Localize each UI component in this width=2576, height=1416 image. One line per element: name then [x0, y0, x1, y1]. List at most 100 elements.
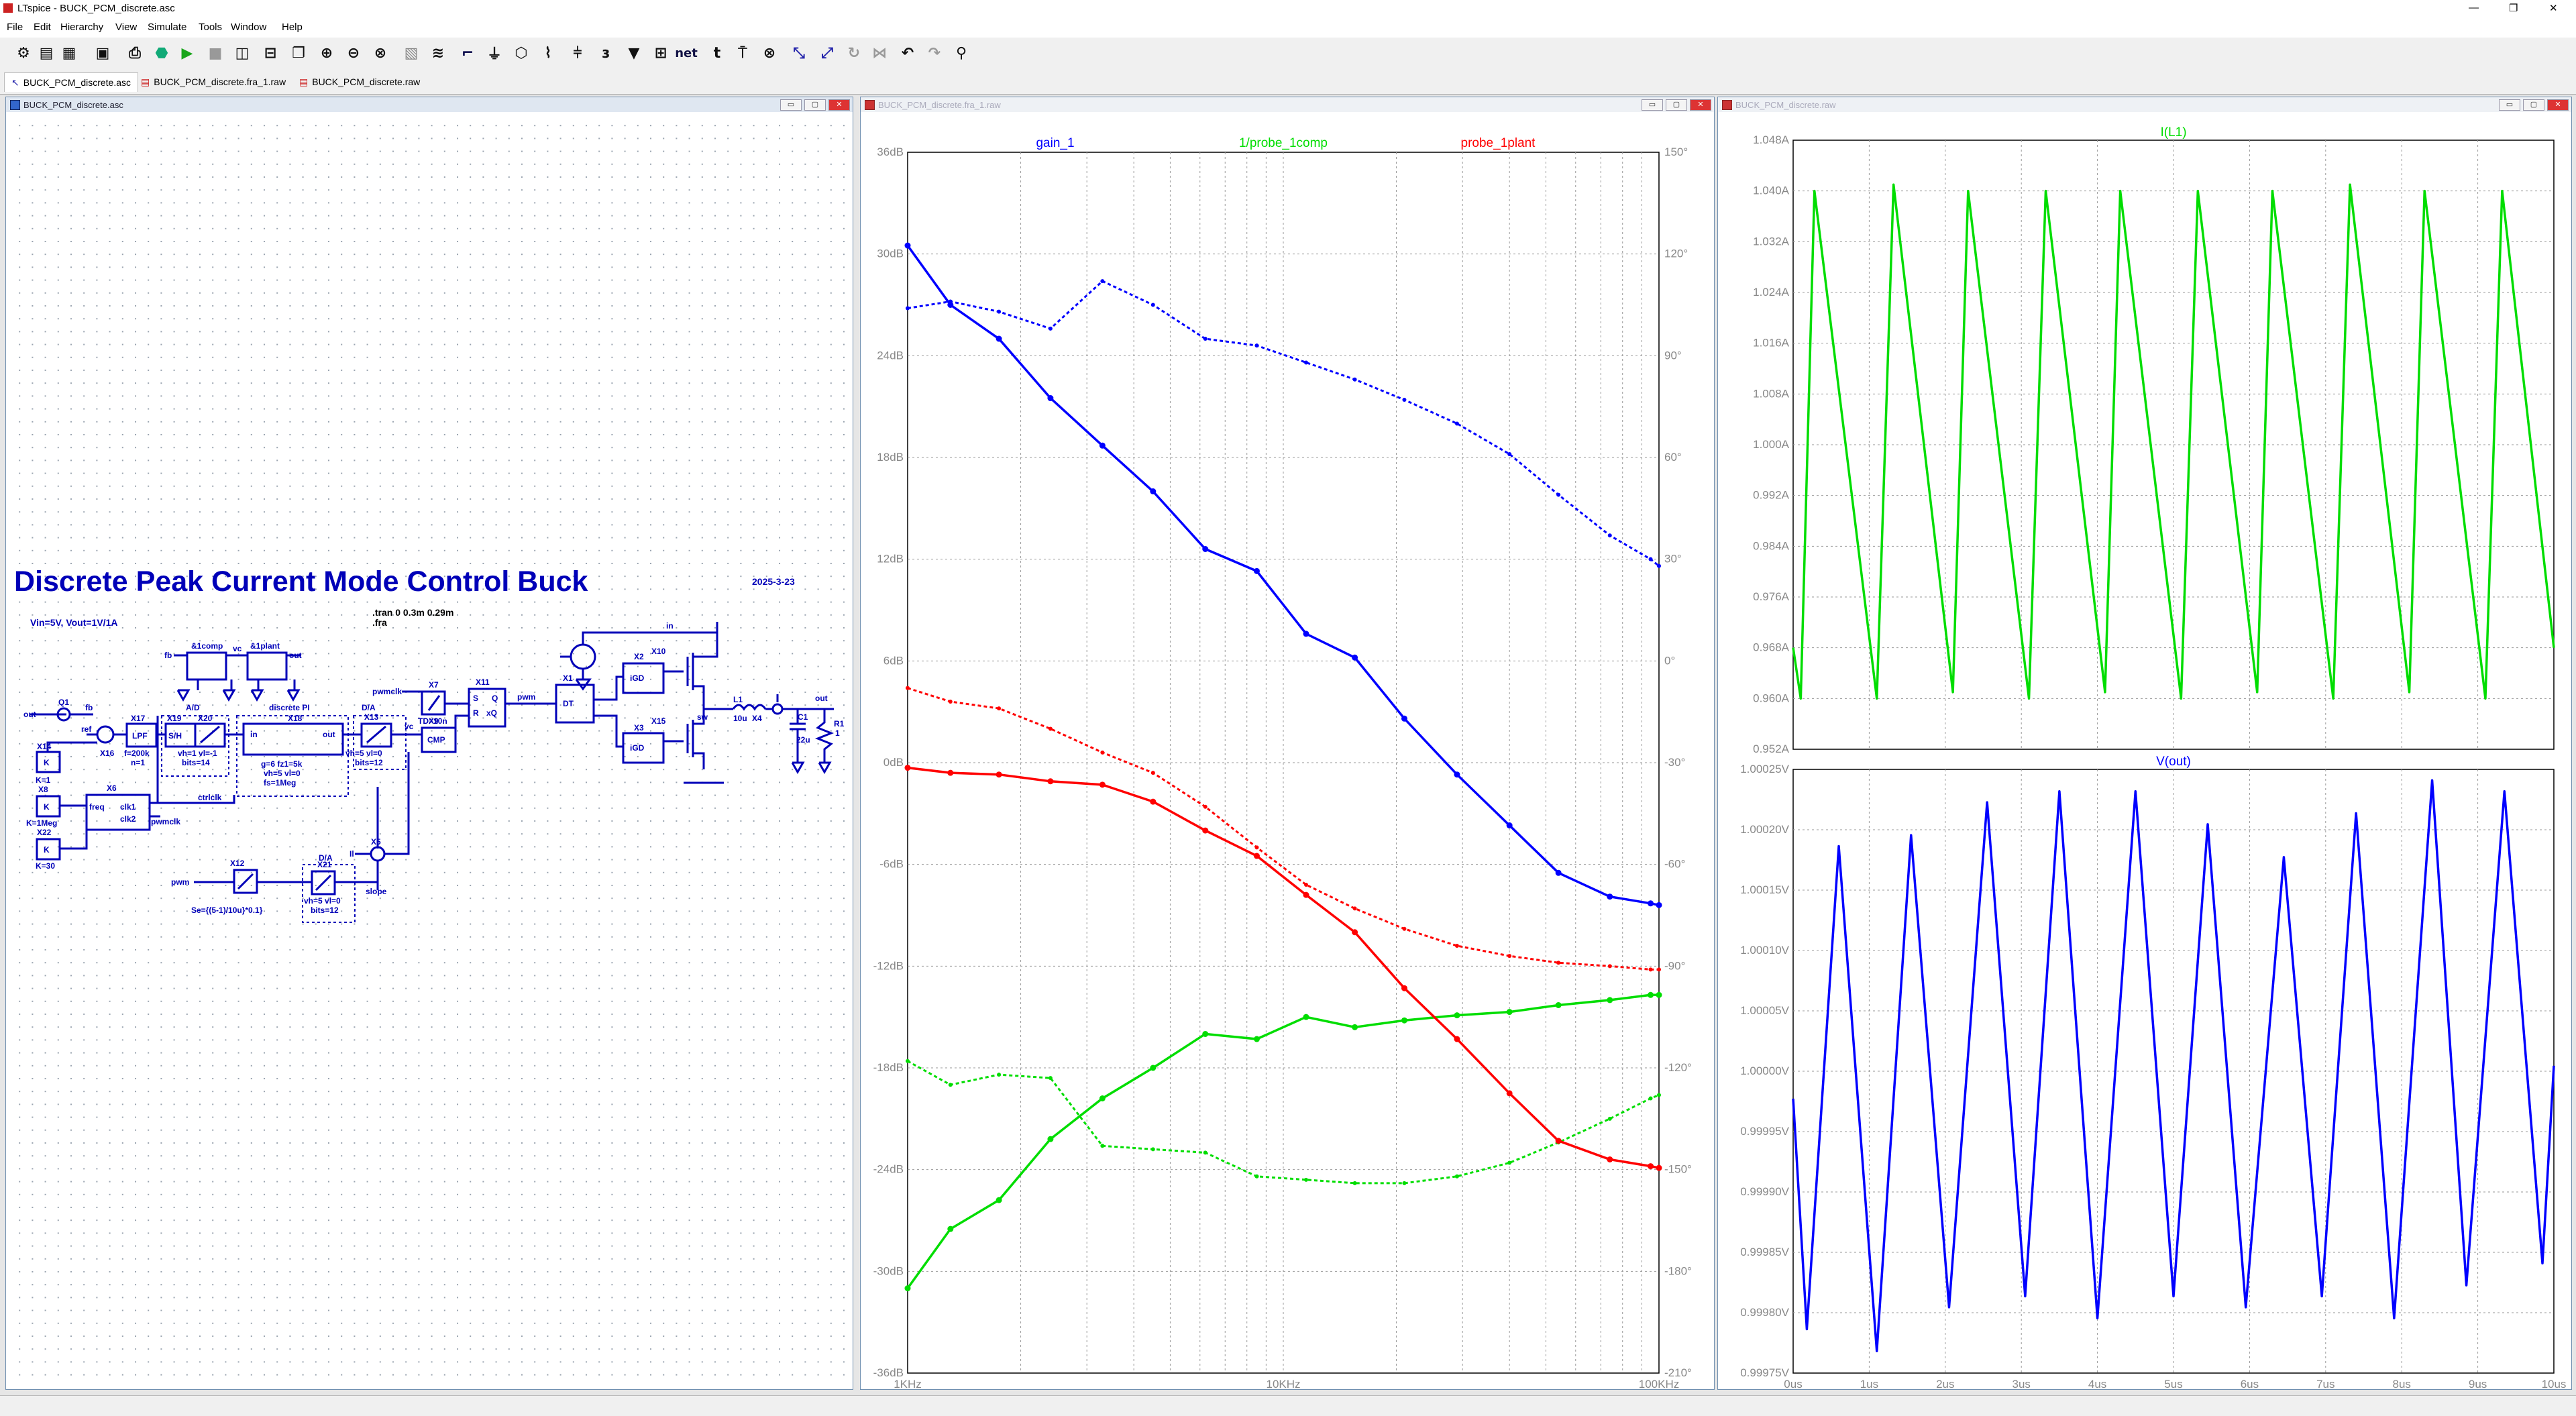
menu-help[interactable]: Help: [282, 21, 303, 33]
svg-text:X12: X12: [230, 859, 245, 868]
svg-text:Se={(5-1)/10u}*0.1}: Se={(5-1)/10u}*0.1}: [191, 906, 263, 915]
close-button[interactable]: ✕: [2549, 3, 2558, 14]
window-title: BUCK_PCM_discrete.fra_1.raw: [878, 100, 1001, 110]
resistor-icon[interactable]: ⌇: [544, 44, 552, 62]
directive-tran[interactable]: .tran 0 0.3m 0.29m: [372, 607, 453, 618]
data-point: [1150, 1147, 1155, 1152]
tile-horizontal-icon[interactable]: ⊟: [264, 44, 277, 62]
svg-text:D/A: D/A: [319, 853, 333, 863]
tab-label: BUCK_PCM_discrete.raw: [312, 76, 421, 87]
minimize-button[interactable]: —: [2469, 2, 2479, 13]
data-point: [1506, 822, 1513, 829]
find-icon[interactable]: ⚲: [955, 44, 967, 62]
waveform-icon[interactable]: ≋: [431, 44, 445, 62]
menu-file[interactable]: File: [7, 21, 23, 33]
gear-icon[interactable]: ⚙: [17, 44, 30, 62]
tab-bode-raw[interactable]: ▤ BUCK_PCM_discrete.fra_1.raw: [134, 72, 292, 91]
y-tick-label: 24dB: [877, 349, 904, 362]
component-icon[interactable]: ⊞: [654, 44, 667, 62]
undo-icon[interactable]: ↶: [901, 44, 914, 62]
svg-text:10u: 10u: [733, 714, 747, 723]
tab-schematic[interactable]: ↖ BUCK_PCM_discrete.asc: [4, 72, 139, 92]
restore-button[interactable]: ❐: [2509, 3, 2518, 14]
data-point: [1657, 1093, 1661, 1097]
svg-text:A/D: A/D: [186, 703, 200, 712]
delete-icon[interactable]: ⊗: [763, 44, 776, 62]
svg-text:C1: C1: [798, 712, 808, 722]
svg-text:R: R: [473, 708, 479, 718]
move-icon[interactable]: ⤡: [793, 44, 805, 62]
y2-tick-label: -30°: [1664, 756, 1685, 769]
maximize-button[interactable]: ▢: [2523, 99, 2544, 111]
run-icon[interactable]: ▶: [181, 44, 193, 62]
directive-fra[interactable]: .fra: [372, 617, 387, 628]
zoom-out-icon[interactable]: ⊖: [347, 44, 360, 62]
y-tick-label: 36dB: [877, 146, 904, 158]
close-button[interactable]: ✕: [1690, 99, 1711, 111]
open-icon[interactable]: ▤: [39, 44, 54, 62]
text-icon[interactable]: t: [713, 44, 721, 62]
data-point: [906, 306, 910, 311]
y-tick-label: -18dB: [873, 1061, 904, 1074]
capacitor-icon[interactable]: ⫩: [573, 44, 582, 62]
save-icon[interactable]: ▣: [95, 44, 110, 62]
net-icon[interactable]: net: [675, 46, 698, 60]
menu-simulate[interactable]: Simulate: [148, 21, 187, 33]
wire-icon[interactable]: ⌐: [461, 44, 474, 62]
data-point: [1454, 1174, 1459, 1179]
open-file-icon[interactable]: ▦: [62, 44, 76, 62]
y-tick-label: 0.99995V: [1740, 1125, 1789, 1138]
data-point: [1555, 1138, 1562, 1144]
minimize-button[interactable]: ▭: [2499, 99, 2520, 111]
svg-text:D/A: D/A: [362, 703, 376, 712]
menu-window[interactable]: Window: [231, 21, 267, 33]
menu-hierarchy[interactable]: Hierarchy: [60, 21, 104, 33]
close-button[interactable]: ✕: [2547, 99, 2569, 111]
data-point: [1402, 926, 1407, 931]
tab-transient-raw[interactable]: ▤ BUCK_PCM_discrete.raw: [292, 72, 427, 91]
svg-text:out: out: [815, 694, 828, 703]
data-point: [1150, 1065, 1157, 1071]
menu-edit[interactable]: Edit: [34, 21, 51, 33]
data-point: [996, 771, 1002, 778]
bode-traces: [904, 242, 1662, 1292]
close-button[interactable]: ✕: [828, 99, 850, 111]
data-point: [996, 1197, 1002, 1203]
zoom-fit-icon[interactable]: ⊗: [374, 44, 387, 62]
minimize-button[interactable]: ▭: [1642, 99, 1663, 111]
label-icon[interactable]: ⬡: [515, 44, 528, 62]
zoom-in-icon[interactable]: ⊕: [320, 44, 333, 62]
mirror-icon[interactable]: ⋈: [872, 44, 887, 62]
rotate-icon[interactable]: ↻: [847, 44, 861, 62]
print-icon[interactable]: ⎙: [129, 44, 141, 62]
ground-icon[interactable]: ⏚: [486, 46, 502, 63]
svg-text:1: 1: [835, 728, 840, 738]
cascade-icon[interactable]: ❐: [292, 44, 305, 62]
y2-tick-label: -180°: [1664, 1264, 1692, 1277]
stop-icon[interactable]: ■: [208, 44, 223, 62]
tile-vertical-icon[interactable]: ◫: [235, 44, 250, 62]
maximize-button[interactable]: ▢: [1666, 99, 1687, 111]
drag-icon[interactable]: ⤢: [821, 44, 833, 62]
menu-tools[interactable]: Tools: [199, 21, 223, 33]
redo-icon[interactable]: ↷: [928, 44, 941, 62]
transient-plot[interactable]: 1.048A 1.040A 1.032A 1.024A 1.016A 1.008A 1.00…: [1718, 112, 2571, 1389]
data-point: [997, 1073, 1002, 1077]
bode-plot[interactable]: 36dB 30dB 24dB 18dB 12dB 6dB 0dB -6dB -12dB -18dB…: [861, 112, 1714, 1389]
directive-icon[interactable]: ⍑: [738, 44, 747, 62]
autoscale-icon[interactable]: ▧: [404, 44, 419, 62]
menu-view[interactable]: View: [115, 21, 138, 33]
trace-title: V(out): [2156, 755, 2191, 769]
y-tick-label: 1.008A: [1753, 387, 1790, 400]
maximize-button[interactable]: ▢: [804, 99, 826, 111]
diode-icon[interactable]: ▼: [628, 44, 640, 62]
y-tick-label: 0.976A: [1753, 590, 1790, 603]
inductor-icon[interactable]: ɜ: [602, 44, 610, 62]
data-point: [1401, 715, 1407, 722]
halt-icon[interactable]: ⬣: [155, 44, 168, 62]
schematic-canvas[interactable]: Discrete Peak Current Mode Control Buck …: [6, 112, 853, 1389]
minimize-button[interactable]: ▭: [780, 99, 802, 111]
data-point: [1507, 451, 1512, 456]
data-point: [1352, 654, 1358, 661]
svg-text:X10: X10: [651, 647, 666, 656]
